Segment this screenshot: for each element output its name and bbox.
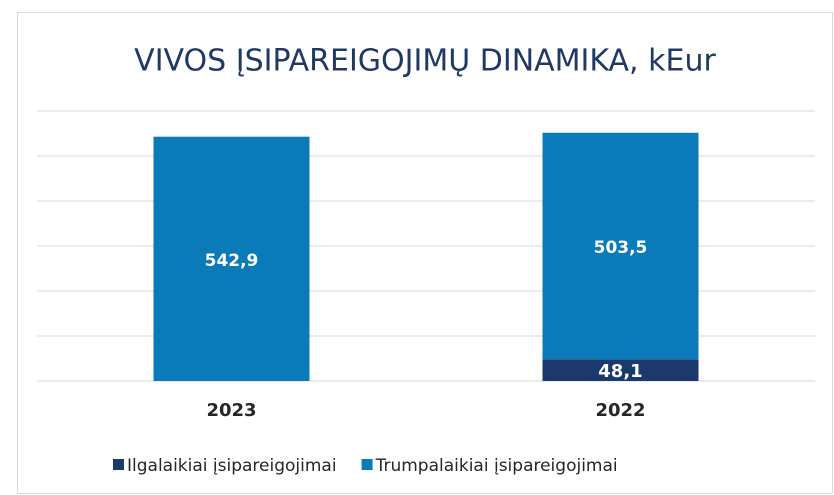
legend-label: Ilgalaikiai įsipareigojimai	[127, 456, 337, 476]
data-label: 542,9	[205, 251, 259, 271]
x-tick-label: 2023	[206, 400, 256, 421]
bar-segment	[153, 136, 310, 381]
x-tick-label: 2022	[595, 400, 645, 421]
legend-swatch	[361, 459, 373, 470]
chart-frame	[17, 12, 833, 494]
chart-title: VIVOS ĮSIPAREIGOJIMŲ DINAMIKA, kEur	[134, 44, 716, 79]
data-label: 48,1	[598, 361, 642, 382]
bar-segment	[542, 132, 699, 360]
bar-segment	[542, 359, 699, 381]
data-label: 503,5	[594, 238, 648, 258]
legend-swatch	[113, 459, 124, 470]
legend-label: Trumpalaikiai įsipareigojimai	[375, 456, 618, 476]
